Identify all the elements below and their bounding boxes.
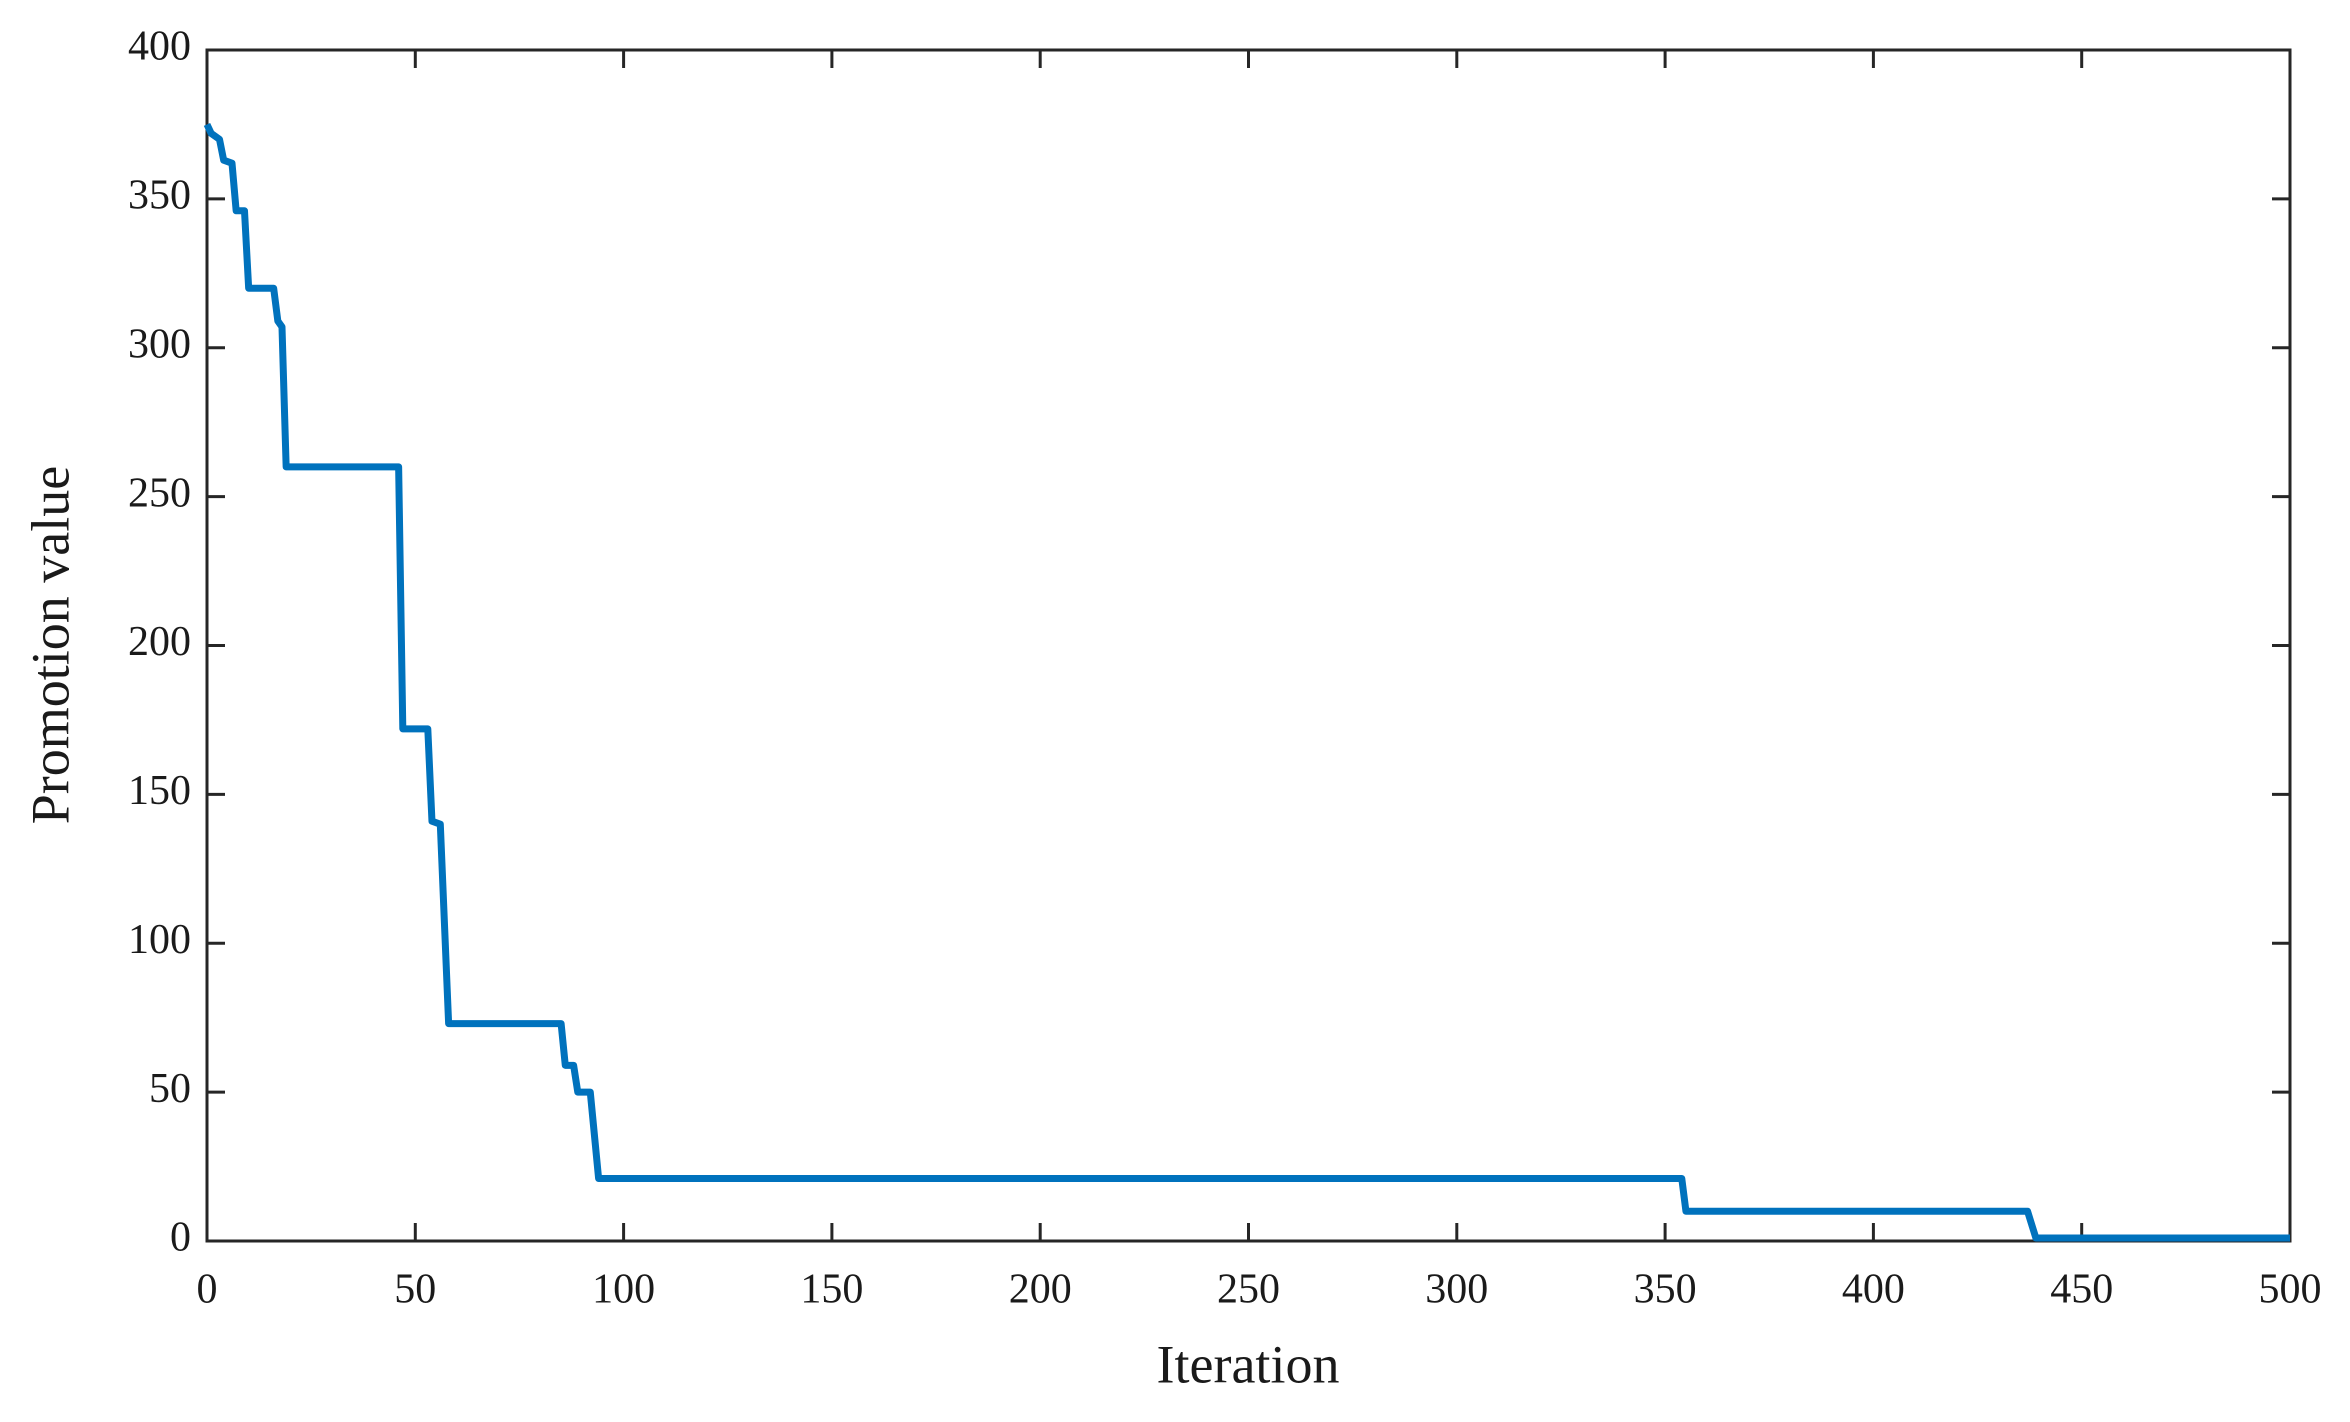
y-axis-label: Promotion value — [20, 466, 80, 824]
x-tick-label: 500 — [2259, 1267, 2322, 1313]
x-axis-label: Iteration — [1157, 1334, 1340, 1394]
x-tick-label: 250 — [1217, 1267, 1280, 1313]
y-tick-label: 250 — [128, 470, 191, 516]
x-tick-label: 50 — [394, 1267, 436, 1313]
y-tick-label: 300 — [128, 321, 191, 367]
x-tick-label: 350 — [1634, 1267, 1697, 1313]
x-tick-label: 450 — [2050, 1267, 2113, 1313]
data-line — [203, 122, 2290, 1242]
y-tick-label: 350 — [128, 173, 191, 219]
y-tick-label: 0 — [170, 1215, 191, 1261]
x-tick-label: 200 — [1009, 1267, 1072, 1313]
y-tick-label: 200 — [128, 619, 191, 665]
y-tick-label: 50 — [149, 1066, 191, 1112]
x-tick-label: 100 — [592, 1267, 655, 1313]
plot-frame — [205, 48, 2292, 1243]
x-tick-label: 150 — [800, 1267, 863, 1313]
y-tick-label: 100 — [128, 917, 191, 963]
y-tick-label: 400 — [128, 24, 191, 70]
x-tick-label: 300 — [1425, 1267, 1488, 1313]
y-tick-label: 150 — [128, 768, 191, 814]
x-tick-label: 400 — [1842, 1267, 1905, 1313]
x-tick-label: 0 — [197, 1267, 218, 1313]
